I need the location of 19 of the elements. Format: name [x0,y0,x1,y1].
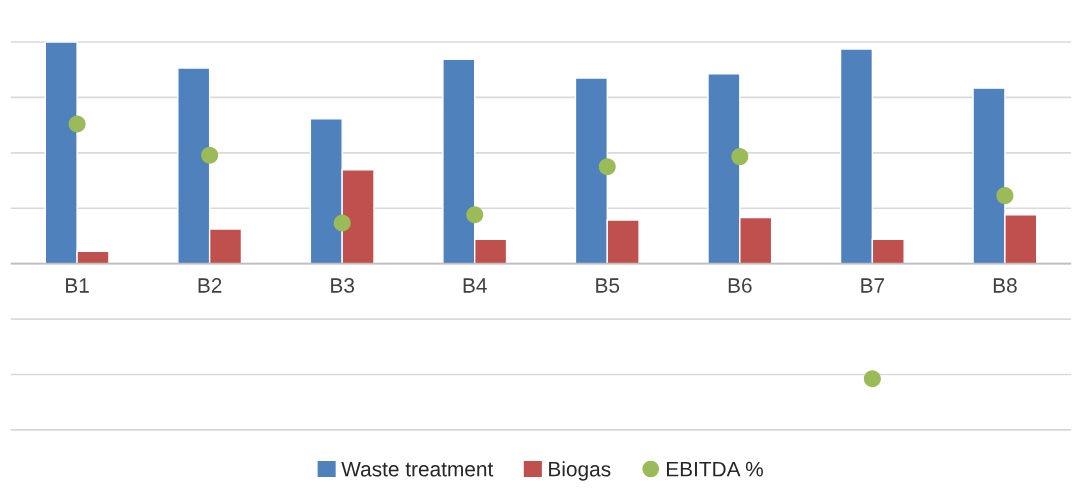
point [466,206,484,224]
x-tick-label: B7 [861,278,885,293]
point [68,115,86,133]
point [863,370,881,388]
x-tick-label: B3 [331,278,355,293]
x-tick-label: B5 [596,278,620,293]
point [731,148,749,166]
x-tick-label: B6 [728,278,752,293]
point [201,146,219,164]
point [333,214,351,232]
point [598,158,616,176]
x-tick-label: B2 [198,278,222,293]
point [996,187,1014,205]
x-tick-label: B1 [66,278,89,293]
x-tick-label: B8 [993,278,1017,293]
legend-label: Waste treatment [341,461,494,477]
x-tick-label: B4 [463,278,487,293]
legend-label: Biogas [549,461,611,481]
legend-label: EBITDA % [667,461,763,477]
